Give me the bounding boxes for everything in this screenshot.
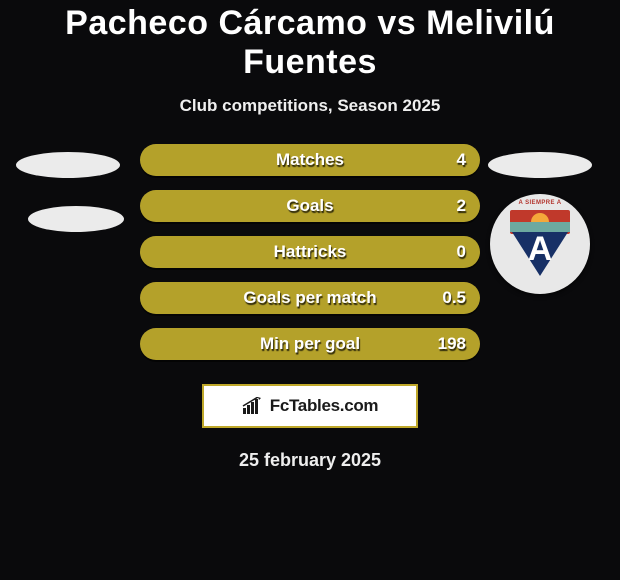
stat-label: Min per goal: [260, 334, 360, 354]
stat-right-value: 4: [457, 150, 466, 170]
stat-label: Hattricks: [274, 242, 347, 262]
comparison-card: Pacheco Cárcamo vs Melivilú Fuentes Club…: [0, 0, 620, 471]
stat-row-min-per-goal: Min per goal 198: [140, 328, 480, 360]
date-line: 25 february 2025: [0, 450, 620, 471]
brand-text: FcTables.com: [270, 396, 379, 416]
bar-chart-icon: [242, 397, 264, 415]
right-player-avatar-1: [488, 152, 592, 178]
left-player-avatars: [8, 144, 128, 232]
subtitle: Club competitions, Season 2025: [0, 96, 620, 116]
page-title: Pacheco Cárcamo vs Melivilú Fuentes: [0, 4, 620, 82]
left-player-avatar-2: [28, 206, 124, 232]
stat-right-value: 2: [457, 196, 466, 216]
stat-right-value: 0: [457, 242, 466, 262]
stats-block: A SIEMPRE A A Matches 4: [0, 144, 620, 360]
stat-label: Goals: [286, 196, 333, 216]
svg-text:A: A: [528, 230, 553, 268]
brand-box[interactable]: FcTables.com: [202, 384, 418, 428]
stat-right-value: 0.5: [442, 288, 466, 308]
right-club-badge: A SIEMPRE A A: [490, 194, 590, 294]
stat-label: Goals per match: [243, 288, 376, 308]
right-player-avatars: A SIEMPRE A A: [480, 144, 600, 294]
badge-inner-icon: A: [504, 208, 576, 280]
stat-row-goals-per-match: Goals per match 0.5: [140, 282, 480, 314]
stat-row-matches: Matches 4: [140, 144, 480, 176]
stat-label: Matches: [276, 150, 344, 170]
left-player-avatar-1: [16, 152, 120, 178]
badge-ring-text: A SIEMPRE A: [519, 200, 562, 206]
stat-row-hattricks: Hattricks 0: [140, 236, 480, 268]
stat-right-value: 198: [438, 334, 466, 354]
stat-rows: Matches 4 Goals 2 Hattricks 0 Goals per …: [140, 144, 480, 360]
stat-row-goals: Goals 2: [140, 190, 480, 222]
